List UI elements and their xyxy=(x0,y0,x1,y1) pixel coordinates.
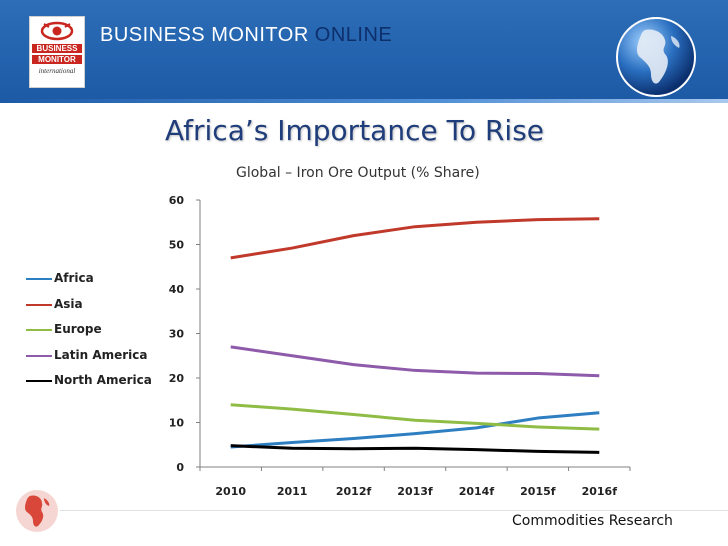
series-line-africa xyxy=(230,411,600,449)
series-line-north-america xyxy=(230,444,600,454)
logo-subtitle: international xyxy=(38,67,76,75)
legend-label: North America xyxy=(54,373,152,387)
header-banner xyxy=(0,0,728,101)
footer-divider xyxy=(60,510,728,511)
legend-swatch xyxy=(26,354,52,357)
legend-label: Africa xyxy=(54,271,94,285)
chart-title: Global – Iron Ore Output (% Share) xyxy=(236,165,480,181)
legend-label: Asia xyxy=(54,296,83,311)
logo-line-2: MONITOR xyxy=(32,55,82,64)
globe-icon xyxy=(616,17,696,97)
legend-swatch xyxy=(26,329,52,331)
header-accent-strip xyxy=(0,99,728,103)
brand-title-online: ONLINE xyxy=(314,24,393,46)
legend-swatch xyxy=(26,278,52,280)
brand-title: BUSINESS MONITOR ONLINE xyxy=(100,24,392,47)
series-line-europe xyxy=(230,403,600,431)
legend-item-latin-america: Latin America xyxy=(26,348,156,374)
logo-line-1: BUSINESS xyxy=(32,44,82,53)
legend-label: Latin America xyxy=(54,347,148,362)
legend-item-north-america: North America xyxy=(26,373,156,399)
x-tick-label: 2016f xyxy=(582,485,618,498)
legend-label: Europe xyxy=(54,322,102,336)
legend-item-asia: Asia xyxy=(26,297,156,323)
x-tick-label: 2013f xyxy=(397,485,433,498)
legend-swatch xyxy=(26,380,52,382)
x-tick-label: 2012f xyxy=(336,485,372,498)
y-tick-label: 0 xyxy=(176,461,184,474)
footer-label: Commodities Research xyxy=(512,513,673,529)
x-tick-label: 2010 xyxy=(215,485,246,498)
x-tick-label: 2011 xyxy=(277,485,308,498)
legend-item-europe: Europe xyxy=(26,322,156,348)
slide-title: Africa’s Importance To Rise xyxy=(165,114,545,147)
y-tick-label: 20 xyxy=(169,372,185,385)
series-line-asia xyxy=(230,217,600,260)
series-line-latin-america xyxy=(230,345,600,378)
x-tick-label: 2015f xyxy=(520,485,556,498)
footer-globe-icon xyxy=(16,490,58,532)
legend-item-africa: Africa xyxy=(26,271,156,297)
eye-logo-icon xyxy=(40,21,74,41)
business-monitor-logo[interactable]: BUSINESS MONITOR international xyxy=(29,16,85,88)
y-tick-label: 60 xyxy=(169,194,185,207)
y-tick-label: 40 xyxy=(169,283,185,296)
chart-legend: Africa Asia Europe Latin America North Ameri… xyxy=(26,271,156,399)
y-tick-label: 10 xyxy=(169,417,185,430)
y-tick-label: 50 xyxy=(169,239,185,252)
brand-title-main: BUSINESS MONITOR xyxy=(100,24,309,46)
y-tick-label: 30 xyxy=(169,328,185,341)
legend-swatch xyxy=(26,303,52,306)
x-tick-label: 2014f xyxy=(459,485,495,498)
